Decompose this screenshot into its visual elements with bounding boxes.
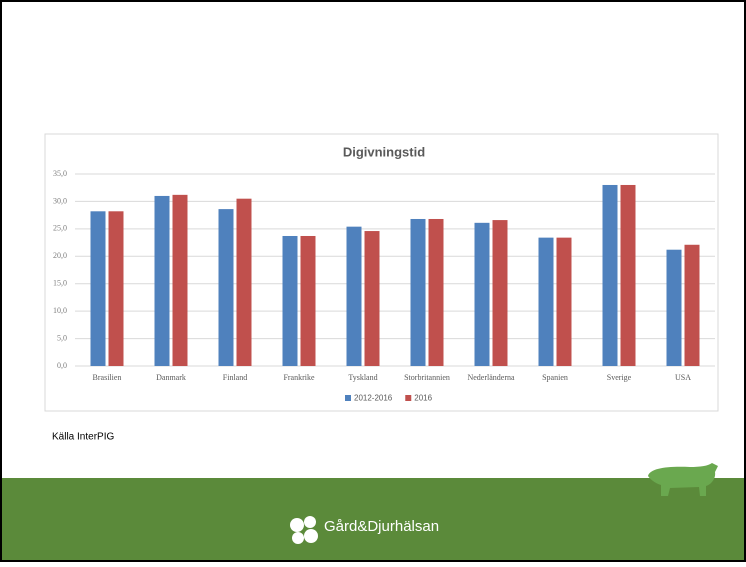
y-tick-label: 25,0 [53, 224, 67, 233]
y-tick-label: 35,0 [53, 169, 67, 178]
bar [346, 226, 362, 366]
x-tick-label: Danmark [156, 373, 186, 382]
y-tick-label: 30,0 [53, 196, 67, 205]
bar [300, 235, 316, 366]
x-tick-label: USA [675, 373, 691, 382]
bar [684, 244, 700, 366]
footer-band [2, 478, 744, 560]
logo-icon [290, 516, 318, 544]
logo-text: Gård&Djurhälsan [324, 518, 439, 535]
bar [108, 211, 124, 366]
x-tick-label: Storbritannien [404, 373, 450, 382]
y-tick-label: 10,0 [53, 306, 67, 315]
bar [172, 194, 188, 366]
bar [620, 184, 636, 366]
bar [90, 211, 106, 366]
legend-swatch [405, 395, 412, 401]
source-note: Källa InterPIG [52, 432, 114, 443]
bar [364, 231, 380, 366]
bar [282, 235, 298, 366]
pig-icon [648, 463, 718, 496]
x-tick-label: Frankrike [283, 373, 315, 382]
bar [556, 237, 572, 366]
bar [538, 237, 554, 366]
bar [218, 209, 234, 366]
legend-swatch [345, 395, 351, 401]
bar [602, 184, 618, 366]
bar [428, 218, 444, 366]
x-tick-label: Brasilien [93, 373, 122, 382]
legend-label: 2016 [414, 394, 432, 403]
x-tick-label: Nederländerna [467, 373, 515, 382]
y-tick-label: 20,0 [53, 251, 67, 260]
chart-title: Digivningstid [343, 144, 425, 159]
bar [154, 195, 170, 366]
x-tick-label: Spanien [542, 373, 568, 382]
chart: 0,0 5,0 10,0 15,0 20,0 25,0 30,0 35,0 Brasilien D… [53, 169, 715, 403]
legend-label: 2012-2016 [354, 394, 393, 403]
bar [492, 220, 508, 366]
bar [236, 198, 252, 366]
bar [410, 218, 426, 366]
bar [474, 222, 490, 366]
x-tick-label: Tyskland [348, 373, 377, 382]
y-tick-label: 15,0 [53, 279, 67, 288]
x-tick-label: Finland [223, 373, 247, 382]
bar [666, 249, 682, 366]
x-tick-label: Sverige [607, 373, 632, 382]
y-tick-label: 0,0 [57, 361, 67, 370]
y-tick-label: 5,0 [57, 333, 67, 342]
